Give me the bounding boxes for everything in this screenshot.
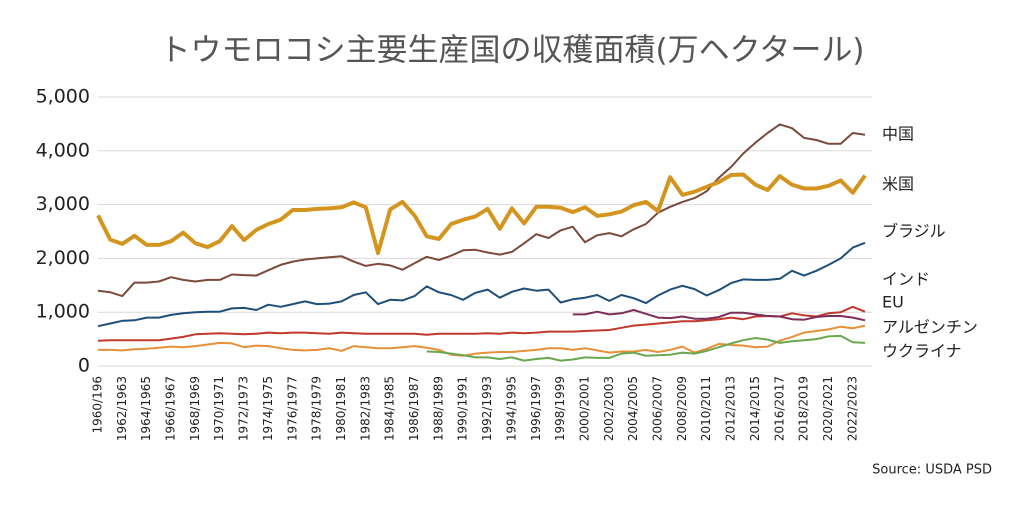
x-tick-label: 1970/1971 xyxy=(212,376,226,441)
y-tick-label: 4,000 xyxy=(36,139,90,161)
series-label: 米国 xyxy=(882,175,914,194)
y-tick-label: 5,000 xyxy=(36,86,90,108)
x-tick-label: 2020/2021 xyxy=(821,376,835,441)
series-line xyxy=(97,305,866,342)
source: Source: USDA PSD xyxy=(872,463,992,478)
x-tick-label: 1964/1965 xyxy=(139,376,153,441)
x-tick-label: 2022/2023 xyxy=(845,376,859,441)
y-tick-label: 3,000 xyxy=(36,193,90,215)
series-line xyxy=(572,309,866,322)
x-tick-label: 1962/1963 xyxy=(115,376,129,441)
x-tick-label: 1972/1973 xyxy=(237,376,251,441)
chart-title: トウモロコシ主要生産国の収穫面積(万ヘクタール) xyxy=(160,33,865,69)
y-tick-label: 1,000 xyxy=(36,301,90,323)
x-tick-label: 1968/1969 xyxy=(188,376,202,441)
x-tick-label: 1978/1979 xyxy=(310,376,324,441)
x-tick-label: 1990/1991 xyxy=(456,376,470,441)
x-tick-label: 1996/1997 xyxy=(529,376,543,441)
x-tick-label: 2000/2001 xyxy=(577,376,591,441)
series-label: インド xyxy=(882,270,930,289)
y-tick-label: 2,000 xyxy=(36,247,90,269)
series-line xyxy=(426,334,866,362)
x-tick-label: 1984/1985 xyxy=(383,376,397,441)
x-tick-label: 1976/1977 xyxy=(285,376,299,441)
x-tick-label: 1994/1995 xyxy=(504,376,518,441)
series-label: ブラジル xyxy=(882,222,946,241)
x-tick-label: 2018/2019 xyxy=(797,376,811,441)
series-line xyxy=(97,123,866,298)
series-label: アルゼンチン xyxy=(882,318,978,337)
x-tick-label: 1986/1987 xyxy=(407,376,421,441)
x-tick-label: 1998/1999 xyxy=(553,376,567,441)
x-tick-label: 1974/1975 xyxy=(261,376,275,441)
x-tick-label: 2014/2015 xyxy=(748,376,762,441)
x-tick-label: 2012/2013 xyxy=(724,376,738,441)
y-tick-label: 0 xyxy=(78,355,90,377)
x-tick-label: 1960/196 xyxy=(91,376,105,434)
x-tick-label: 1966/1967 xyxy=(164,376,178,441)
x-tick-label: 2010/2011 xyxy=(699,376,713,441)
x-tick-label: 1982/1983 xyxy=(358,376,372,441)
series-label: ウクライナ xyxy=(882,342,962,361)
x-tick-label: 2004/2005 xyxy=(626,376,640,441)
x-tick-label: 2008/2009 xyxy=(675,376,689,441)
series-line xyxy=(97,241,866,328)
x-tick-label: 2002/2003 xyxy=(602,376,616,441)
series-label: EU xyxy=(882,293,904,312)
x-tick-label: 2016/2017 xyxy=(772,376,786,441)
x-tick-label: 1988/1989 xyxy=(431,376,445,441)
series-line xyxy=(98,324,866,357)
x-tick-label: 1992/1993 xyxy=(480,376,494,441)
x-tick-label: 1980/1981 xyxy=(334,376,348,441)
series-label: 中国 xyxy=(882,125,914,144)
x-tick-label: 2006/2007 xyxy=(651,376,665,441)
series-line xyxy=(96,172,867,255)
